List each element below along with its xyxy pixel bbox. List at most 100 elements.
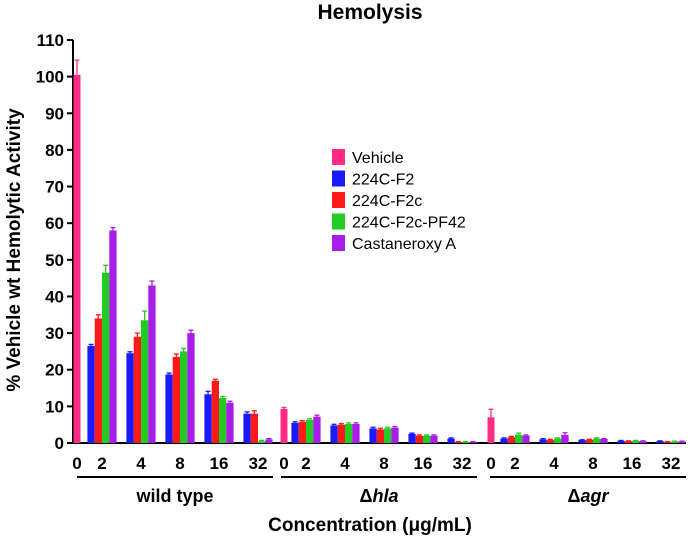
group-label-prefix: Δ	[568, 486, 581, 506]
bar-castaneroxy-a	[148, 285, 156, 443]
bar-castaneroxy-a	[187, 333, 195, 443]
x-tick-label: 2	[97, 454, 106, 473]
x-tick-label: 32	[249, 454, 268, 473]
bar-224c-f2c-pf42	[306, 419, 314, 443]
bar-castaneroxy-a	[226, 402, 234, 443]
y-tick-label: 80	[45, 141, 64, 160]
bar-castaneroxy-a	[313, 416, 321, 443]
y-tick-label: 10	[45, 397, 64, 416]
x-tick-labels: 0 2 4 8 16 32 0 2 4 8 16 32 0 2 4 8 16 32	[72, 454, 680, 473]
legend-swatch	[332, 213, 345, 230]
x-tick-label: 4	[340, 454, 350, 473]
bar-224c-f2c-pf42	[515, 434, 523, 443]
legend-label: Castaneroxy A	[352, 236, 456, 253]
legend-label: Vehicle	[352, 150, 404, 167]
x-tick-label: 0	[486, 454, 495, 473]
bar-224c-f2c-pf42	[554, 438, 562, 443]
bar-224c-f2	[369, 428, 377, 443]
x-tick-label: 0	[279, 454, 288, 473]
x-tick-label: 2	[301, 454, 310, 473]
legend-swatch	[332, 235, 345, 251]
bar-224c-f2c-pf42	[632, 440, 640, 443]
bar-224c-f2c	[337, 424, 345, 443]
bar-224c-f2c	[94, 318, 102, 443]
bar-224c-f2c	[133, 336, 141, 443]
bar-224c-f2c-pf42	[345, 423, 353, 443]
x-axis-label: Concentration (μg/mL)	[268, 515, 472, 536]
error-bars	[74, 59, 685, 443]
bar-224c-f2c	[298, 421, 306, 443]
legend-label: 224C-F2	[352, 172, 414, 189]
bar-224c-f2c	[415, 435, 423, 443]
group-label: wild type	[135, 486, 213, 506]
bar-castaneroxy-a	[430, 435, 438, 443]
bar-224c-f2	[87, 345, 95, 443]
bar-224c-f2c	[376, 429, 384, 443]
legend: Vehicle 224C-F2 224C-F2c 224C-F2c-PF42 Casta…	[332, 149, 466, 253]
x-tick-label: 16	[623, 454, 642, 473]
chart-title: Hemolysis	[317, 1, 422, 24]
y-tick-label: 90	[45, 104, 64, 123]
y-tick-label: 40	[45, 287, 64, 306]
x-tick-label: 32	[453, 454, 472, 473]
bar-224c-f2	[126, 353, 134, 443]
x-tick-label: 16	[414, 454, 433, 473]
bar-224c-f2	[291, 422, 299, 443]
bar-224c-f2	[165, 374, 173, 443]
bar-castaneroxy-a	[469, 441, 477, 443]
bar-224c-f2c	[454, 441, 462, 443]
group-label-prefix: Δ	[360, 486, 373, 506]
bar-224c-f2c	[211, 380, 219, 443]
bar-224c-f2	[539, 439, 547, 443]
x-tick-label: 8	[379, 454, 388, 473]
legend-swatch	[332, 149, 345, 165]
bar-224c-f2c-pf42	[384, 428, 392, 443]
y-tick-label: 30	[45, 324, 64, 343]
bar-castaneroxy-a	[352, 423, 360, 443]
bar-224c-f2c-pf42	[593, 438, 601, 443]
y-tick-label: 70	[45, 178, 64, 197]
group-label-italic: agr	[580, 486, 609, 506]
bar-224c-f2	[204, 394, 212, 443]
x-tick-label: 4	[136, 454, 146, 473]
legend-swatch	[332, 170, 345, 187]
bar-224c-f2c-pf42	[258, 441, 266, 443]
bar-224c-f2c-pf42	[141, 320, 149, 443]
legend-swatch	[332, 192, 345, 208]
bar-castaneroxy-a	[109, 230, 117, 443]
bar-224c-f2	[617, 440, 625, 443]
y-axis-label: % Vehicle wt Hemolytic Activity	[4, 108, 25, 392]
bar-castaneroxy-a	[600, 438, 608, 443]
bar-castaneroxy-a	[522, 435, 530, 443]
x-tick-label: 4	[549, 454, 559, 473]
y-tick-label: 50	[45, 251, 64, 270]
bar-vehicle	[487, 417, 495, 443]
y-tick-label: 60	[45, 214, 64, 233]
x-tick-label: 32	[662, 454, 681, 473]
y-tick-label: 110	[37, 31, 64, 50]
group-label: Δhla	[360, 486, 399, 506]
bar-vehicle	[73, 74, 81, 444]
bar-224c-f2c	[172, 356, 180, 443]
bar-castaneroxy-a	[639, 441, 647, 443]
bar-224c-f2c	[507, 437, 515, 443]
legend-label: 224C-F2c-PF42	[352, 215, 466, 232]
bar-castaneroxy-a	[265, 439, 273, 443]
bar-vehicle	[280, 408, 288, 443]
bar-224c-f2c-pf42	[180, 351, 188, 443]
bar-224c-f2	[408, 433, 416, 443]
bar-castaneroxy-a	[391, 427, 399, 443]
bar-224c-f2	[578, 440, 586, 443]
x-tick-label: 0	[72, 454, 81, 473]
bar-224c-f2c-pf42	[102, 272, 110, 443]
bar-224c-f2	[447, 438, 455, 443]
x-tick-label: 16	[210, 454, 229, 473]
bar-224c-f2	[656, 441, 664, 443]
bar-224c-f2c-pf42	[462, 441, 470, 443]
bar-224c-f2	[330, 425, 338, 443]
group-label-italic: hla	[372, 486, 398, 506]
group-label: Δagr	[568, 486, 610, 506]
x-tick-label: 8	[175, 454, 184, 473]
